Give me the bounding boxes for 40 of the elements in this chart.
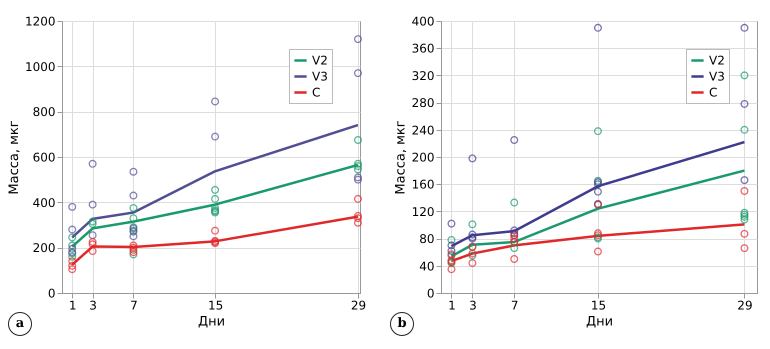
y-tick-label: 360 [412, 42, 434, 56]
x-tick-label: 15 [208, 298, 224, 312]
y-tick-label: 800 [32, 105, 56, 120]
x-tick-label: 1 [448, 298, 456, 312]
y-tick-label: 600 [32, 150, 56, 164]
y-tick-label: 80 [419, 232, 434, 246]
x-axis-title: Дни [586, 314, 614, 330]
y-tick-label: 160 [412, 178, 434, 192]
legend-label: C [312, 86, 320, 100]
y-tick-label: 120 [412, 204, 434, 219]
legend-label: V2 [312, 54, 328, 68]
text: b [390, 312, 414, 336]
legend-label: V3 [709, 70, 725, 84]
x-tick-label: 7 [130, 298, 138, 312]
x-tick-label: 3 [89, 298, 97, 312]
legend-label: C [709, 86, 718, 100]
x-tick-label: 29 [737, 298, 753, 312]
y-tick-label: 200 [32, 241, 56, 256]
x-tick-label: 7 [510, 298, 519, 312]
y-tick-label: 0 [48, 286, 56, 300]
legend-label: V2 [709, 54, 725, 68]
x-tick-label: 29 [350, 298, 366, 312]
y-tick-label: 1200 [24, 14, 56, 28]
y-axis-title: Масса, мкг [394, 120, 409, 195]
legend-label: V3 [312, 70, 328, 84]
y-tick-label: 280 [412, 96, 434, 110]
y-axis-title: Масса, мкг [6, 120, 22, 195]
x-tick-label: 1 [68, 298, 77, 312]
y-tick-label: 400 [412, 14, 434, 28]
y-tick-label: 200 [412, 150, 434, 164]
x-tick-label: 3 [469, 298, 477, 312]
x-axis-title: Дни [198, 314, 226, 330]
y-tick-label: 320 [412, 68, 434, 83]
x-tick-label: 15 [590, 298, 606, 312]
y-tick-label: 40 [419, 259, 434, 274]
y-tick-label: 400 [32, 196, 56, 210]
text: a [8, 312, 32, 336]
y-tick-label: 0 [426, 286, 434, 300]
y-tick-label: 1000 [24, 60, 56, 74]
y-tick-label: 240 [412, 123, 434, 138]
